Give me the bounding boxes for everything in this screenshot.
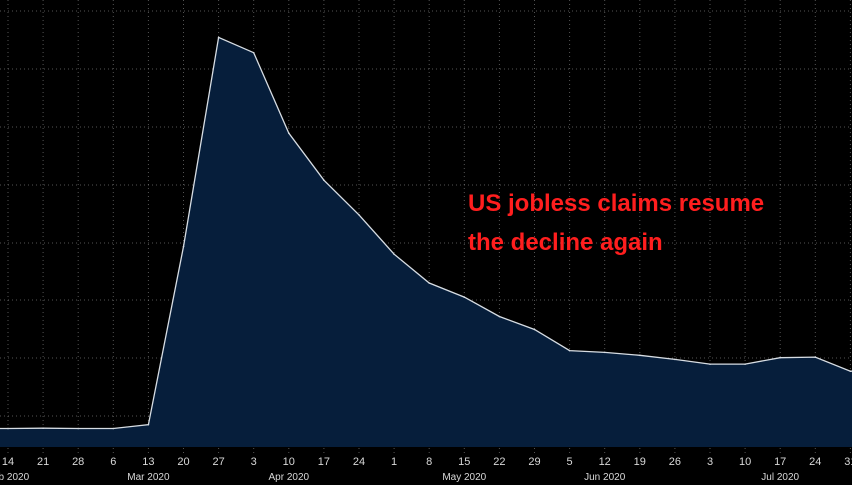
x-tick-label: 1 xyxy=(391,456,397,468)
data-point xyxy=(217,36,220,39)
x-month-label: Jun 2020 xyxy=(584,472,626,483)
data-point xyxy=(533,328,536,331)
data-point xyxy=(744,363,746,365)
x-tick-label: 3 xyxy=(251,456,257,468)
x-tick-label: 29 xyxy=(528,456,540,468)
data-point xyxy=(814,356,817,358)
x-tick-label: 22 xyxy=(493,456,505,468)
x-tick-label: 15 xyxy=(458,456,470,468)
data-point xyxy=(463,296,466,298)
data-point xyxy=(393,253,395,256)
x-axis-month-labels: Feb 2020 Mar 2020 Apr 2020 May 2020 Jun 2020… xyxy=(0,472,800,483)
data-point xyxy=(639,354,641,357)
data-point xyxy=(252,51,255,54)
annotation-line-2: the decline again xyxy=(468,229,663,256)
x-tick-label: 12 xyxy=(599,456,611,468)
x-tick-label: 6 xyxy=(110,456,116,468)
x-tick-label: 17 xyxy=(318,456,330,468)
x-tick-label: 10 xyxy=(283,456,295,468)
data-point xyxy=(182,245,185,248)
data-point xyxy=(147,423,150,426)
x-axis-ticks: 14 21 28 6 13 20 27 3 10 17 24 1 8 15 22 29 5 12 19 26 3 10 17… xyxy=(2,456,852,468)
x-tick-label: 17 xyxy=(774,456,786,468)
annotation-line-1: US jobless claims resume xyxy=(468,190,764,217)
annotation: US jobless claims resume the decline aga… xyxy=(468,190,764,256)
data-point xyxy=(674,358,676,361)
data-point xyxy=(428,282,431,284)
x-month-label: Feb 2020 xyxy=(0,472,30,483)
series-area xyxy=(0,37,852,448)
x-tick-label: 10 xyxy=(739,456,751,468)
x-tick-label: 24 xyxy=(353,456,365,468)
x-tick-label: 28 xyxy=(72,456,84,468)
x-tick-label: 20 xyxy=(177,456,189,468)
data-point xyxy=(288,132,290,134)
data-point xyxy=(603,351,606,354)
x-tick-label: 13 xyxy=(142,456,154,468)
data-point xyxy=(323,179,325,181)
x-month-label: Jul 2020 xyxy=(761,472,799,483)
data-point xyxy=(709,363,711,365)
data-point xyxy=(7,427,9,430)
data-point xyxy=(498,315,501,318)
x-tick-label: 31 xyxy=(844,456,852,468)
x-tick-label: 19 xyxy=(634,456,646,468)
data-point xyxy=(77,427,79,430)
x-month-label: Apr 2020 xyxy=(269,472,310,483)
x-tick-label: 26 xyxy=(669,456,681,468)
data-point xyxy=(42,427,44,429)
x-tick-label: 5 xyxy=(567,456,573,468)
x-tick-label: 21 xyxy=(37,456,49,468)
x-tick-label: 24 xyxy=(809,456,821,468)
x-tick-label: 8 xyxy=(426,456,432,468)
x-tick-label: 3 xyxy=(707,456,713,468)
x-month-label: May 2020 xyxy=(442,472,486,483)
data-point xyxy=(568,349,571,352)
data-point xyxy=(112,427,115,430)
data-point xyxy=(358,214,360,216)
series-group xyxy=(0,36,852,448)
x-tick-label: 27 xyxy=(212,456,224,468)
x-month-label: Mar 2020 xyxy=(127,472,170,483)
data-point xyxy=(849,370,852,372)
x-tick-label: 14 xyxy=(2,456,14,468)
data-point xyxy=(779,356,781,359)
